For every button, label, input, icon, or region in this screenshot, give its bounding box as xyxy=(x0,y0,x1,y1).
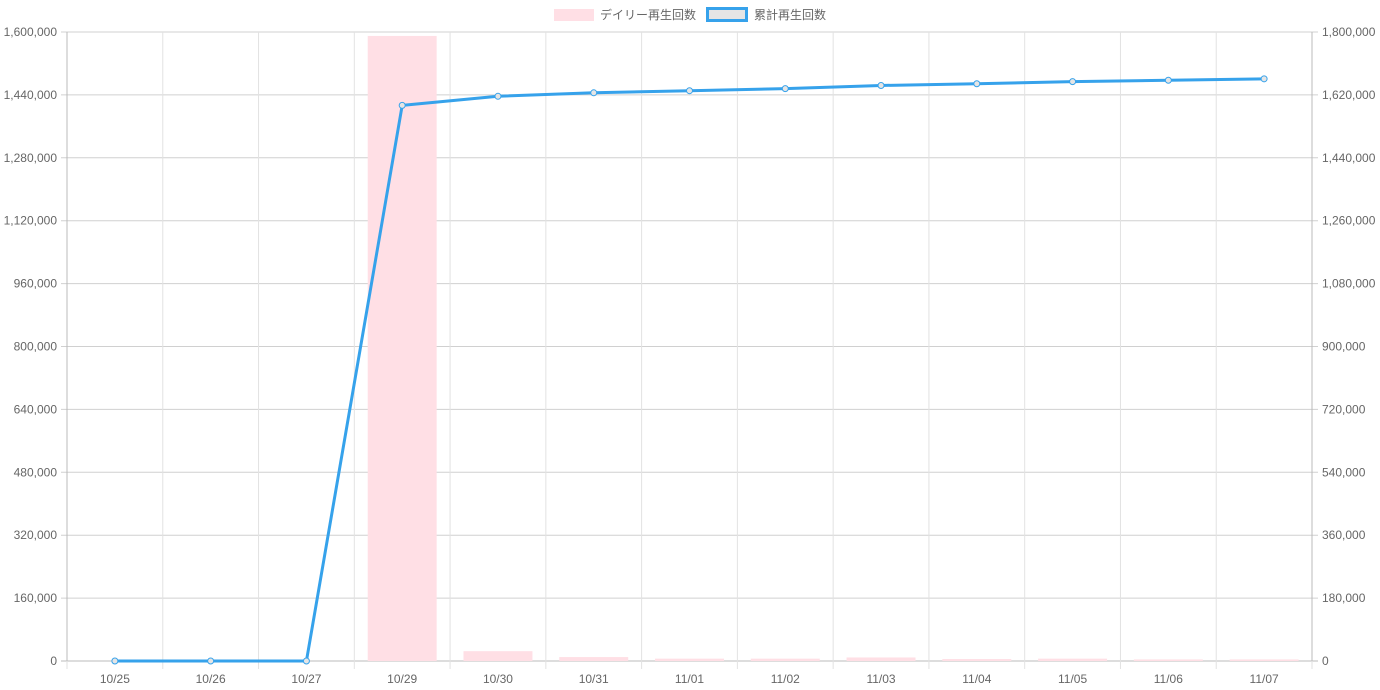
y-right-tick-label: 1,620,000 xyxy=(1322,88,1376,102)
y-left-tick-label: 1,120,000 xyxy=(4,214,58,228)
bar-daily xyxy=(655,658,724,661)
point-cumulative xyxy=(686,87,693,95)
y-left-tick-label: 1,440,000 xyxy=(4,88,58,102)
bar-daily xyxy=(367,35,437,661)
x-tick-label: 11/05 xyxy=(1058,672,1087,686)
x-tick-label: 10/27 xyxy=(291,672,321,686)
legend-item-daily[interactable]: デイリー再生回数 xyxy=(553,6,696,23)
x-tick-label: 10/29 xyxy=(387,672,417,686)
x-tick-label: 10/26 xyxy=(196,672,226,686)
y-left-tick-label: 960,000 xyxy=(14,277,58,291)
point-cumulative xyxy=(781,85,789,93)
legend-label-daily: デイリー再生回数 xyxy=(599,8,696,22)
y-right-tick-label: 540,000 xyxy=(1322,465,1366,479)
y-right-tick-label: 1,800,000 xyxy=(1322,25,1376,39)
legend: デイリー再生回数 累計再生回数 xyxy=(0,6,1380,23)
point-cumulative xyxy=(1069,78,1077,86)
point-cumulative xyxy=(590,89,598,97)
x-tick-label: 11/07 xyxy=(1250,672,1279,686)
y-left-tick-label: 800,000 xyxy=(14,340,58,354)
point-cumulative xyxy=(973,80,981,88)
point-cumulative xyxy=(494,92,502,100)
y-left-tick-label: 160,000 xyxy=(14,591,58,605)
bar-daily xyxy=(942,659,1012,661)
bar-daily xyxy=(1133,659,1203,661)
point-cumulative xyxy=(877,81,885,89)
point-cumulative xyxy=(302,657,310,665)
x-tick-label: 11/02 xyxy=(771,672,800,686)
bar-daily xyxy=(463,651,533,661)
legend-swatch-daily xyxy=(553,8,594,21)
x-tick-label: 11/06 xyxy=(1154,672,1183,686)
y-right-tick-label: 1,080,000 xyxy=(1322,277,1376,291)
bar-daily xyxy=(1229,659,1299,661)
y-right-tick-label: 0 xyxy=(1322,654,1329,668)
x-tick-label: 11/03 xyxy=(866,672,895,686)
x-tick-label: 11/01 xyxy=(675,672,704,686)
bar-daily xyxy=(846,657,916,661)
y-right-tick-label: 1,260,000 xyxy=(1322,214,1376,228)
point-cumulative xyxy=(1260,75,1268,83)
x-tick-label: 10/25 xyxy=(100,672,130,686)
x-tick-label: 10/30 xyxy=(483,672,513,686)
y-left-tick-label: 640,000 xyxy=(14,402,58,416)
y-left-tick-label: 1,280,000 xyxy=(4,151,58,165)
y-right-tick-label: 360,000 xyxy=(1322,528,1366,542)
y-left-tick-label: 320,000 xyxy=(14,528,58,542)
y-left-tick-label: 1,600,000 xyxy=(4,25,58,39)
legend-item-cumulative[interactable]: 累計再生回数 xyxy=(706,6,826,23)
x-tick-label: 11/04 xyxy=(962,672,991,686)
legend-swatch-cumulative xyxy=(706,7,748,22)
y-right-tick-label: 180,000 xyxy=(1322,591,1366,605)
bar-daily xyxy=(750,658,820,661)
x-tick-label: 10/31 xyxy=(579,672,609,686)
line-cumulative xyxy=(114,77,1265,663)
point-cumulative xyxy=(398,101,406,109)
bar-daily xyxy=(559,657,629,661)
point-cumulative xyxy=(207,657,215,665)
y-left-tick-label: 480,000 xyxy=(14,465,58,479)
point-cumulative xyxy=(1164,76,1172,84)
y-left-tick-label: 0 xyxy=(50,654,57,668)
bar-daily xyxy=(1038,658,1108,661)
y-right-tick-label: 720,000 xyxy=(1322,402,1366,416)
point-cumulative xyxy=(111,657,119,665)
y-right-tick-label: 900,000 xyxy=(1322,340,1366,354)
y-right-tick-label: 1,440,000 xyxy=(1322,151,1376,165)
legend-label-cumulative: 累計再生回数 xyxy=(754,8,827,22)
